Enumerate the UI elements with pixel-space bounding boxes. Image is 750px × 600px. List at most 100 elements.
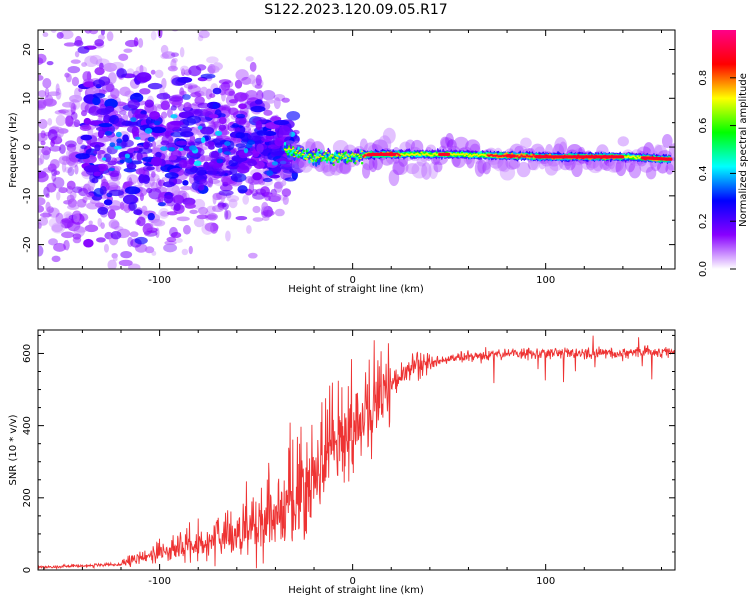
spectral-blob: [70, 59, 81, 64]
spectral-blob: [359, 138, 368, 153]
spectral-blob: [235, 113, 246, 119]
spectral-blob: [46, 61, 54, 66]
snr-x-label: Height of straight line (km): [288, 585, 424, 596]
spectral-blob: [236, 165, 250, 174]
spectral-blob: [128, 201, 137, 211]
spectral-blob: [199, 86, 209, 97]
spectral-blob: [314, 161, 318, 167]
spectral-blob: [171, 185, 181, 197]
spectral-blob: [40, 140, 46, 146]
spectral-blob: [65, 239, 70, 251]
spectral-blob: [281, 97, 290, 103]
spectral-blob: [235, 69, 249, 81]
spectral-blob: [289, 168, 303, 174]
spectral-blob: [182, 179, 189, 186]
spectral-blob: [261, 89, 276, 101]
spectral-blob: [134, 113, 149, 120]
spectral-blob: [84, 224, 99, 233]
spectral-blob: [305, 150, 308, 153]
spectral-blob: [80, 145, 88, 150]
spectral-blob: [92, 96, 101, 106]
spectral-blob: [142, 21, 151, 30]
spectral-blob: [313, 154, 317, 157]
spectral-blob: [281, 188, 292, 197]
spectral-blob: [284, 177, 297, 182]
spectral-blob: [278, 162, 295, 170]
spectral-blob: [350, 159, 353, 163]
spectral-blob: [636, 155, 639, 158]
colorbar: 0.0 0.2 0.4 0.6 0.8 Normalized spectral ampl…: [698, 30, 749, 277]
spectral-blob: [246, 224, 252, 234]
spectral-blob: [157, 30, 163, 39]
spectral-blob: [176, 22, 181, 27]
spectral-blob: [242, 194, 250, 205]
spectral-blob: [108, 205, 121, 211]
spectral-blob: [92, 79, 106, 88]
spectral-blob: [200, 73, 216, 79]
spectral-blob: [243, 147, 249, 154]
spectral-blob: [293, 155, 296, 158]
spectral-blob: [183, 83, 198, 89]
spectral-blob: [160, 210, 169, 217]
spectral-blob: [207, 177, 214, 188]
spectral-blob: [411, 161, 428, 179]
spectral-blob: [141, 205, 148, 215]
spectral-blob: [606, 160, 622, 173]
colorbar-tick-label: 0.4: [698, 165, 709, 181]
x-tick-label: 100: [536, 275, 555, 286]
spectral-blob: [97, 217, 102, 227]
spectral-blob: [74, 226, 88, 233]
spectral-blob: [344, 156, 348, 159]
spectral-blob: [133, 209, 143, 216]
spectral-blob: [158, 208, 170, 219]
chart-title: S122.2023.120.09.05.R17: [264, 2, 447, 18]
y-tick-label: 20: [22, 43, 33, 56]
spectral-blob: [160, 146, 168, 151]
spectral-blob: [47, 91, 61, 97]
spectral-blob: [180, 185, 192, 191]
spectral-blob: [38, 157, 43, 166]
spectral-blob: [182, 94, 191, 100]
spectral-blob: [86, 192, 95, 198]
spectral-blob: [291, 156, 307, 173]
spectral-blob: [114, 118, 126, 127]
spectral-blob: [81, 62, 88, 67]
spectral-blob: [166, 211, 178, 216]
spectral-blob: [151, 140, 157, 149]
spectral-blob: [393, 152, 397, 156]
spectral-blob: [214, 142, 223, 148]
spectral-blob: [661, 134, 673, 149]
spectral-blob: [639, 161, 654, 173]
spectral-blob: [313, 153, 317, 156]
spectral-blob: [88, 106, 101, 116]
spectral-blob: [73, 39, 84, 47]
spectral-blob: [446, 139, 457, 152]
spectral-blob: [305, 158, 308, 161]
spectral-blob: [95, 58, 110, 68]
spectral-blob: [211, 205, 224, 213]
spectral-blob: [121, 21, 126, 29]
spectral-blob: [92, 92, 106, 99]
spectral-blob: [35, 14, 42, 22]
spectral-blob: [119, 110, 127, 115]
spectral-blob: [164, 172, 179, 179]
spectral-blob: [183, 169, 191, 176]
spectral-blob: [188, 141, 201, 146]
spectral-blob: [55, 114, 66, 127]
spectral-blob: [94, 297, 100, 309]
spectral-blob: [362, 163, 371, 179]
spectral-blob: [440, 136, 450, 149]
spectral-blob: [197, 102, 210, 109]
spectral-blob: [520, 137, 532, 149]
spectral-blob: [188, 145, 197, 151]
spectral-blob: [107, 277, 118, 282]
spectral-blob: [100, 30, 105, 36]
spectral-blob: [51, 255, 61, 263]
spectral-blob: [571, 160, 583, 178]
spectral-blob: [445, 133, 454, 148]
spectral-blob: [120, 271, 125, 277]
spectral-blob: [173, 194, 185, 205]
spectral-blob: [86, 0, 92, 3]
spectral-blob: [283, 141, 287, 146]
spectral-blob: [336, 160, 339, 164]
